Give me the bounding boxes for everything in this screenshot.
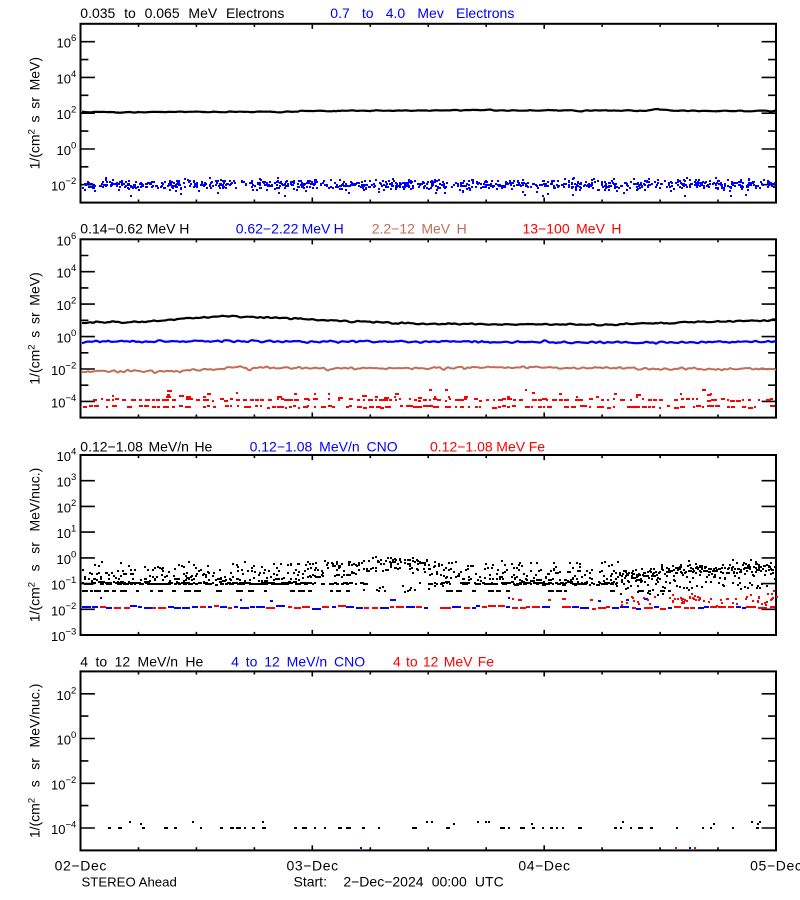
svg-text:04−Dec: 04−Dec [518,858,570,874]
svg-text:0.62−2.22 MeV H: 0.62−2.22 MeV H [236,220,344,236]
svg-text:1/(cm2 s sr MeV/nuc.): 1/(cm2 s sr MeV/nuc.) [27,468,43,623]
svg-text:1/(cm2 s sr MeV): 1/(cm2 s sr MeV) [27,272,43,384]
svg-text:1/(cm2 s sr MeV/nuc.): 1/(cm2 s sr MeV/nuc.) [27,684,43,839]
svg-text:0.12−1.08 MeV/n CNO: 0.12−1.08 MeV/n CNO [250,439,398,455]
svg-text:4 to 12 MeV/n CNO: 4 to 12 MeV/n CNO [231,653,365,669]
svg-text:05−Dec: 05−Dec [750,858,800,874]
svg-text:0.12−1.08 MeV/n He: 0.12−1.08 MeV/n He [80,439,212,455]
svg-text:Start: 2−Dec−2024 00:00 UTC: Start: 2−Dec−2024 00:00 UTC [294,874,504,890]
svg-text:03−Dec: 03−Dec [286,858,338,874]
svg-text:0.7 to 4.0 Mev Electrons: 0.7 to 4.0 Mev Electrons [330,5,514,21]
svg-text:4 to 12 MeV/n He: 4 to 12 MeV/n He [80,653,203,669]
svg-text:0.12−1.08 MeV Fe: 0.12−1.08 MeV Fe [430,439,545,455]
svg-text:13−100 MeV H: 13−100 MeV H [523,220,622,236]
svg-text:02−Dec: 02−Dec [55,858,107,874]
svg-text:2.2−12 MeV H: 2.2−12 MeV H [372,220,467,236]
svg-text:STEREO Ahead: STEREO Ahead [82,875,177,890]
svg-text:4 to 12 MeV Fe: 4 to 12 MeV Fe [393,653,494,669]
svg-text:1/(cm2 s sr MeV): 1/(cm2 s sr MeV) [27,57,43,169]
svg-text:0.035 to 0.065 MeV Electrons: 0.035 to 0.065 MeV Electrons [80,5,284,21]
svg-text:0.14−0.62 MeV H: 0.14−0.62 MeV H [80,220,189,236]
